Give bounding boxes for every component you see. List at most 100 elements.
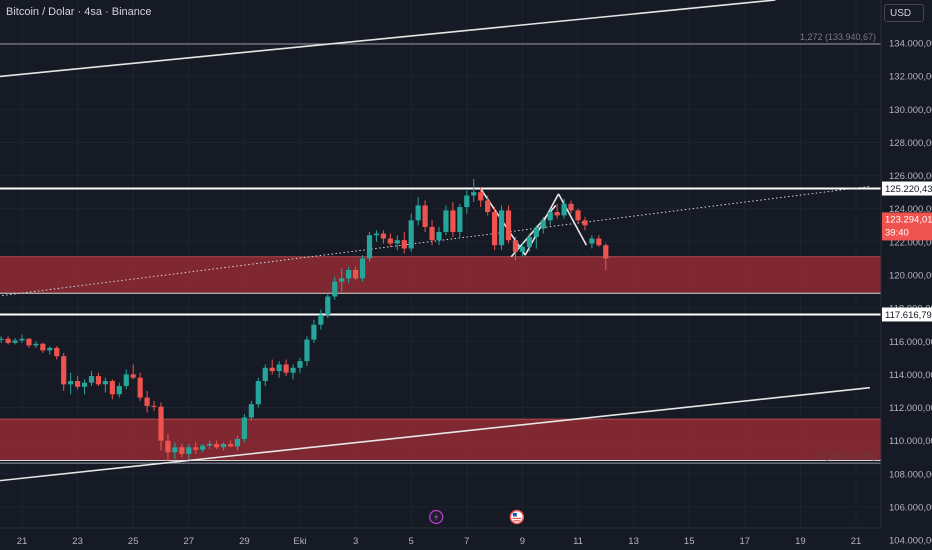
y-tick-label: 132.000,00 bbox=[889, 72, 932, 83]
candle-body bbox=[158, 406, 164, 441]
x-tick-label: 21 bbox=[851, 536, 862, 547]
candle-body bbox=[366, 235, 373, 259]
flag-canton bbox=[512, 513, 517, 517]
candle-body bbox=[193, 447, 199, 450]
candle-body bbox=[561, 203, 567, 216]
candle-body bbox=[575, 210, 581, 221]
y-tick-label: 130.000,00 bbox=[889, 105, 932, 116]
lightning-glyph bbox=[434, 513, 439, 521]
candle-body bbox=[339, 278, 345, 282]
candle-body bbox=[318, 314, 324, 325]
y-tick-label: 110.000,00 bbox=[889, 436, 932, 447]
y-tick-label: 126.000,00 bbox=[889, 171, 932, 182]
chart-title: Bitcoin / Dolar · 4sa · Binance bbox=[6, 6, 152, 18]
candle-body bbox=[422, 205, 428, 227]
candle-body bbox=[151, 405, 157, 407]
x-tick-label: 23 bbox=[72, 536, 83, 547]
candle-body bbox=[387, 238, 393, 244]
x-tick-label: 19 bbox=[795, 536, 806, 547]
candle-body bbox=[304, 339, 310, 362]
candle-body bbox=[227, 443, 234, 447]
candle-body bbox=[12, 340, 18, 343]
candle-body bbox=[241, 417, 247, 440]
candle-body bbox=[130, 374, 136, 378]
time-axis bbox=[0, 528, 881, 550]
candle-body bbox=[498, 210, 505, 246]
current-price-box bbox=[882, 212, 932, 241]
x-tick-label: 9 bbox=[520, 536, 525, 547]
us-flag-icon bbox=[509, 509, 525, 525]
candle-body bbox=[485, 200, 491, 213]
price-axis bbox=[881, 0, 932, 550]
trend-line bbox=[0, 386, 870, 482]
candle-body bbox=[554, 212, 560, 216]
x-tick-label: 21 bbox=[17, 536, 28, 547]
candle-body bbox=[603, 245, 609, 259]
candle-body bbox=[429, 226, 435, 241]
x-tick-label: 25 bbox=[128, 536, 139, 547]
x-tick-label: 27 bbox=[184, 536, 195, 547]
candle-body bbox=[415, 205, 421, 221]
y-tick-label: 120.000,00 bbox=[889, 271, 932, 282]
candle-body bbox=[589, 238, 595, 244]
candle-body bbox=[102, 381, 108, 385]
candle-body bbox=[596, 238, 602, 246]
y-tick-label: 114.000,00 bbox=[889, 370, 932, 381]
candle-body bbox=[137, 377, 143, 398]
candle-body bbox=[255, 381, 261, 405]
candle-body bbox=[582, 220, 588, 226]
x-tick-label: 13 bbox=[628, 536, 639, 547]
candle-body bbox=[457, 207, 463, 232]
candle-body bbox=[61, 356, 67, 385]
price-label: 117.616,79 bbox=[885, 310, 932, 321]
candle-body bbox=[325, 296, 331, 315]
candle-body bbox=[186, 447, 192, 454]
candle-body bbox=[26, 338, 32, 346]
y-tick-label: 124.000,00 bbox=[889, 204, 932, 215]
candle-body bbox=[234, 439, 241, 447]
candle-body bbox=[401, 240, 407, 249]
candle-body bbox=[533, 228, 539, 237]
candle-body bbox=[526, 236, 532, 247]
current-price-label: 123.294,01 bbox=[885, 214, 932, 225]
x-tick-label: 7 bbox=[464, 536, 469, 547]
candle-countdown: 39:40 bbox=[885, 227, 909, 238]
currency-button[interactable]: USD bbox=[884, 4, 924, 22]
candle-body bbox=[179, 447, 185, 454]
y-tick-label: 112.000,00 bbox=[889, 403, 932, 414]
candle-body bbox=[512, 240, 519, 252]
candle-body bbox=[40, 343, 46, 351]
candle-body bbox=[33, 343, 39, 346]
candle-body bbox=[269, 367, 275, 372]
candle-body bbox=[283, 364, 289, 373]
candle-body bbox=[0, 338, 4, 340]
candle-body bbox=[123, 374, 129, 386]
candle-body bbox=[394, 240, 400, 244]
candle-body bbox=[519, 246, 525, 252]
candle-body bbox=[380, 233, 386, 239]
candle-body bbox=[75, 381, 81, 387]
candle-body bbox=[248, 404, 254, 418]
candle-body bbox=[47, 347, 53, 351]
price-label: 125.220,43 bbox=[885, 184, 932, 195]
candle-body bbox=[200, 445, 206, 450]
candle-body bbox=[464, 195, 470, 208]
candle-body bbox=[408, 220, 414, 249]
candle-body bbox=[540, 220, 546, 229]
candle-body bbox=[332, 281, 338, 297]
candle-body bbox=[68, 381, 74, 385]
trend-line bbox=[557, 193, 588, 246]
candle-body bbox=[81, 382, 88, 387]
candle-body bbox=[116, 385, 122, 395]
candle-body bbox=[144, 397, 150, 406]
demand-zone bbox=[0, 256, 881, 294]
y-tick-label: 108.000,00 bbox=[889, 469, 932, 480]
candle-body bbox=[450, 210, 456, 232]
candle-body bbox=[54, 347, 60, 357]
candle-body bbox=[359, 258, 366, 279]
candle-body bbox=[276, 364, 282, 372]
candle-body bbox=[478, 192, 484, 201]
candle-body bbox=[436, 231, 442, 241]
